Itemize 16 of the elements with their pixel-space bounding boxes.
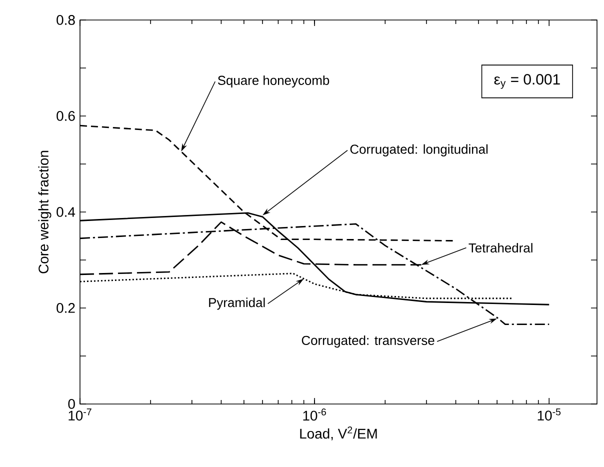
annotation: Square honeycomb <box>218 75 330 88</box>
y-tick-label: 0 <box>68 399 75 409</box>
x-axis-title: Load, V$^{2}$/EM <box>300 426 377 440</box>
x-tick-label: 10$^{-7}$ <box>68 408 92 421</box>
annotation: ε$_{y}$ = 0.001 <box>494 74 560 89</box>
annotation: Corrugated: transverse <box>302 336 434 348</box>
x-tick-label: 10$^{-5}$ <box>538 408 561 421</box>
y-axis-title: Core weight fraction <box>38 150 52 274</box>
annotation: Corrugated: longitudinal <box>350 144 488 156</box>
x-tick-label: 10$^{-6}$ <box>303 408 326 421</box>
annotation: Pyramidal <box>209 298 265 310</box>
annotation: Tetrahedral <box>468 243 532 253</box>
y-tick-label: 0.4 <box>56 207 76 217</box>
y-tick-label: 0.8 <box>56 15 75 25</box>
y-tick-label: 0.2 <box>56 303 75 313</box>
y-tick-label: 0.6 <box>56 111 75 121</box>
